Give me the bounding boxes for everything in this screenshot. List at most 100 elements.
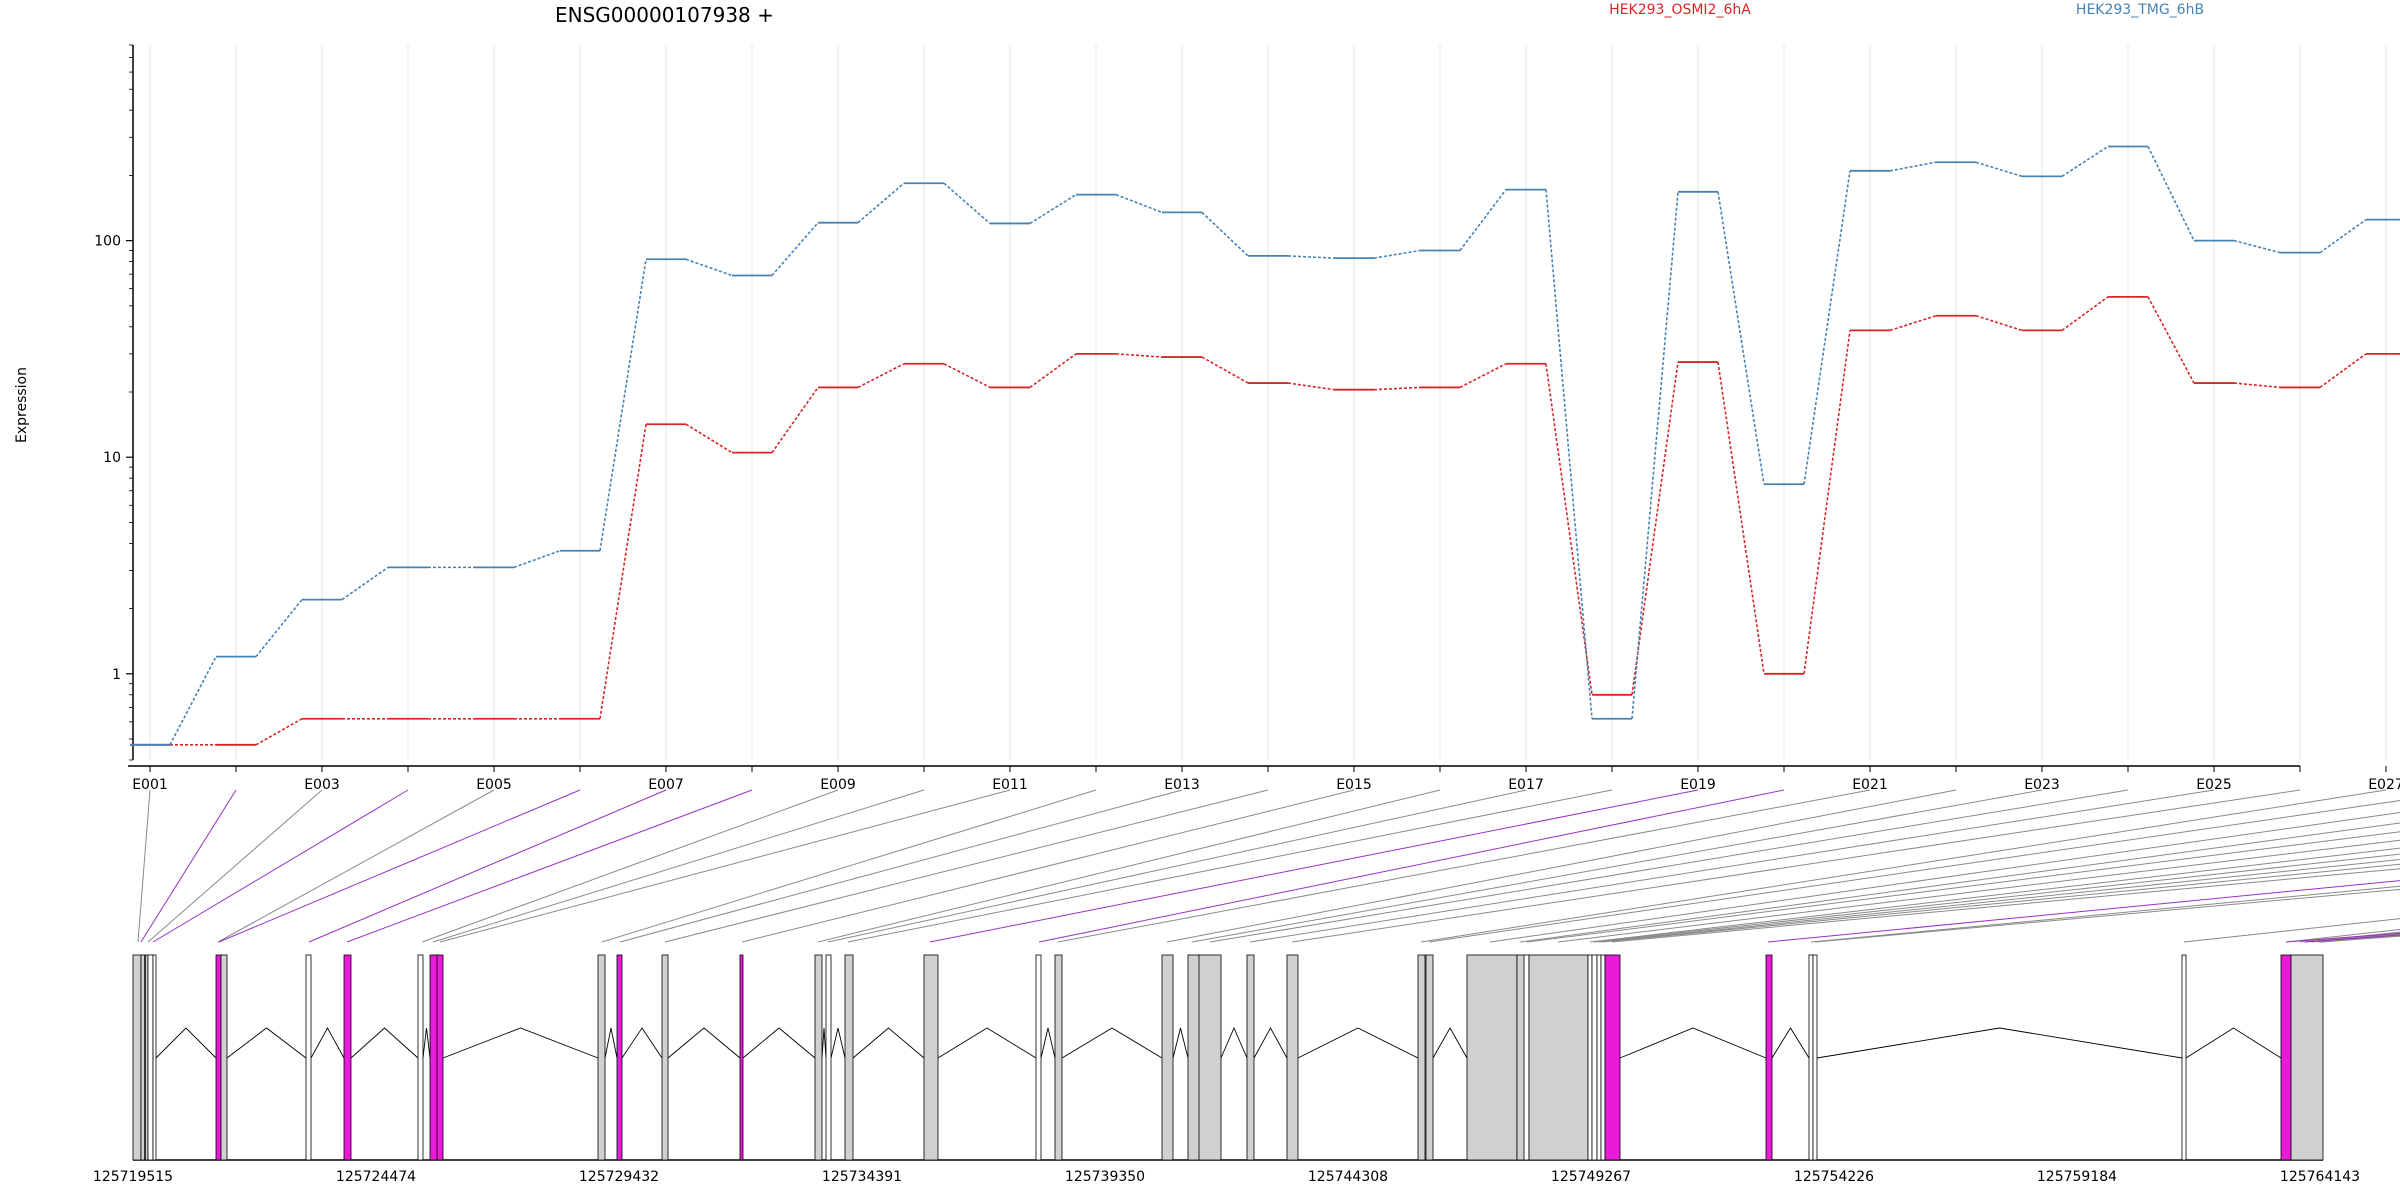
exon-box — [1054, 954, 1063, 1161]
intron — [742, 1027, 816, 1059]
coordinate-label: 125764143 — [2280, 1169, 2360, 1185]
x-tick-label: E013 — [1164, 777, 1200, 793]
exon-box — [305, 954, 312, 1161]
y-tick-label: 1 — [112, 667, 121, 683]
intron — [852, 1027, 925, 1059]
exon-connector — [1557, 839, 2400, 943]
exon-connector — [817, 789, 1441, 943]
x-tick-label: E009 — [820, 777, 856, 793]
exon-connector — [432, 789, 925, 943]
exon-connector — [439, 789, 1011, 943]
x-tick-label: E001 — [132, 777, 168, 793]
intron — [1061, 1027, 1163, 1059]
exon-connector — [1428, 799, 2400, 943]
exon-connector — [1291, 789, 2301, 943]
exon-box — [1035, 954, 1042, 1161]
intron — [1432, 1027, 1468, 1059]
exon-connector — [847, 789, 1613, 943]
x-tick-label: E017 — [1508, 777, 1544, 793]
intron — [155, 1027, 217, 1059]
exon-connector — [1191, 789, 2043, 943]
intron — [226, 1027, 307, 1059]
intron — [821, 1027, 827, 1059]
x-axis: E001 E003 E005 E007 E009 E011 E013 E015 E017 E019… — [128, 765, 2400, 793]
series-2 — [130, 145, 2400, 746]
exon-connectors — [137, 789, 2400, 943]
x-tick-label: E003 — [304, 777, 340, 793]
exon-connector — [1602, 863, 2400, 943]
exon-box — [1286, 954, 1299, 1161]
exon-box — [1187, 954, 1201, 1161]
exon-box — [616, 954, 623, 1161]
exon-connector — [1057, 789, 1871, 943]
chart-title: ENSG00000107938 + — [555, 3, 774, 27]
exon-box — [1161, 954, 1174, 1161]
y-tick-label: 100 — [94, 234, 121, 250]
intron — [2185, 1027, 2282, 1059]
exon-connector — [1526, 831, 2400, 943]
coordinate-label: 125729432 — [579, 1169, 659, 1185]
exon-box — [1198, 954, 1222, 1161]
x-tick-label: E021 — [1852, 777, 1888, 793]
coordinate-label: 125744308 — [1308, 1169, 1388, 1185]
exon-box — [2290, 954, 2324, 1161]
exon-box — [1812, 954, 1818, 1161]
intron — [1172, 1027, 1189, 1059]
exon-connector — [601, 789, 1097, 943]
exon-box — [597, 954, 606, 1161]
coordinate-label: 125719515 — [93, 1169, 173, 1185]
intron — [1771, 1027, 1810, 1059]
exon-box — [1604, 954, 1621, 1161]
intron — [1253, 1027, 1288, 1059]
x-tick-label: E005 — [476, 777, 512, 793]
exon-connector — [217, 789, 495, 943]
y-tick-label: 10 — [103, 450, 121, 466]
coordinate-label: 125759184 — [2037, 1169, 2117, 1185]
exon-box — [2280, 954, 2292, 1161]
intron — [937, 1027, 1037, 1059]
intron — [621, 1027, 663, 1059]
x-tick-label: E027 — [2368, 777, 2400, 793]
grid — [149, 45, 2387, 760]
coordinate-label: 125754226 — [1794, 1169, 1874, 1185]
x-tick-label: E007 — [648, 777, 684, 793]
x-tick-label: E023 — [2024, 777, 2060, 793]
series-line — [169, 145, 2367, 746]
intron — [667, 1027, 741, 1059]
exon-box — [661, 954, 669, 1161]
exon-box — [1591, 954, 1598, 1161]
exon-box — [417, 954, 424, 1161]
exon-connector — [1814, 888, 2400, 943]
exon-connector — [218, 789, 581, 943]
coordinate-label: 125739350 — [1065, 1169, 1145, 1185]
series-line — [170, 296, 2367, 746]
exon-box — [1596, 954, 1602, 1161]
exon-box — [1425, 954, 1434, 1161]
intron — [604, 1027, 618, 1059]
exon-box — [1417, 954, 1426, 1161]
intron — [830, 1027, 846, 1059]
exon-connector — [664, 789, 1269, 943]
exon-box — [844, 954, 854, 1161]
exon-connector — [1767, 880, 2400, 943]
exon-box — [1587, 954, 1593, 1161]
x-tick-label: E011 — [992, 777, 1028, 793]
gene-model — [132, 954, 2324, 1161]
exon-connector — [827, 789, 1527, 943]
exon-connector — [1420, 789, 2387, 943]
exon-box — [1765, 954, 1773, 1161]
exon-box — [343, 954, 352, 1161]
exon-connector — [2317, 933, 2400, 943]
exon-connector — [137, 789, 151, 943]
exon-box — [1523, 954, 1530, 1161]
exon-box — [1246, 954, 1255, 1161]
exon-box — [220, 954, 228, 1161]
intron — [422, 1027, 431, 1059]
exon-connector — [1593, 853, 2400, 943]
y-axis-label: Expression — [14, 367, 30, 443]
exon-box — [1466, 954, 1518, 1161]
exon-connector — [421, 789, 839, 943]
intron — [1619, 1027, 1767, 1059]
intron — [1220, 1026, 1248, 1059]
coordinate-label: 125749267 — [1551, 1169, 1631, 1185]
